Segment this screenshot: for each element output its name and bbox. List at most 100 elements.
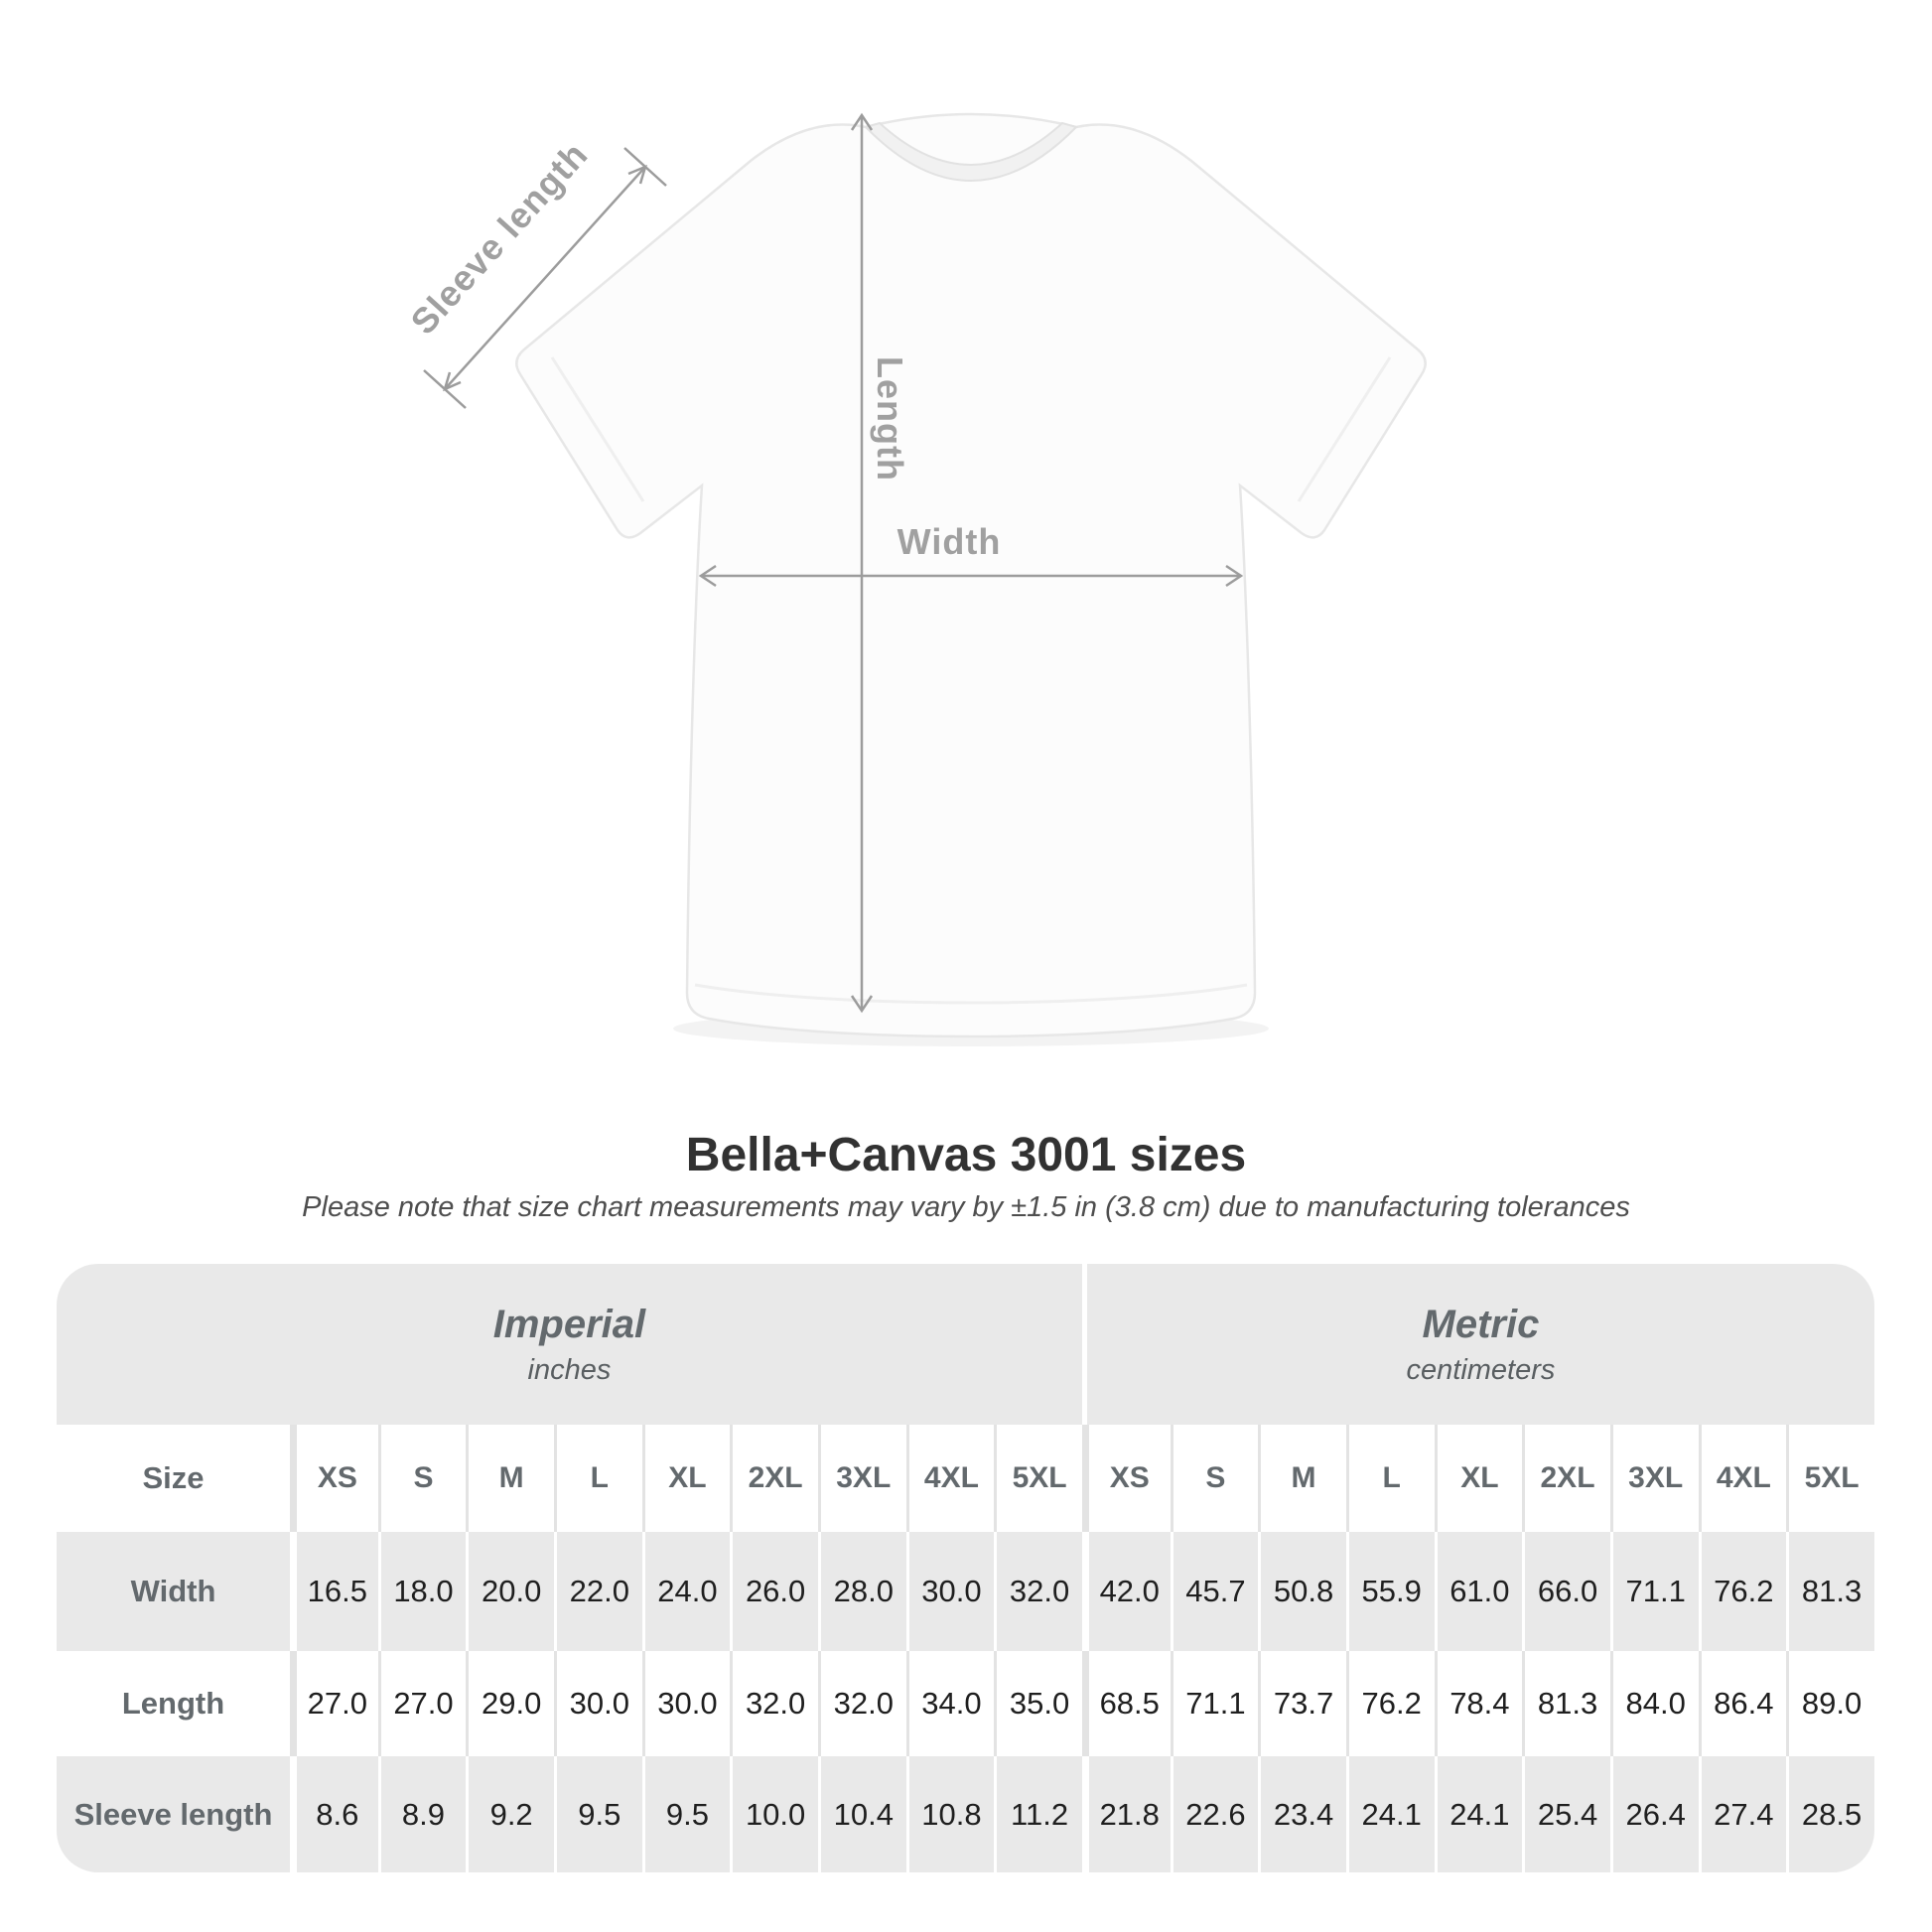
size-header-metric-xs: XS — [1081, 1425, 1171, 1532]
width-arrow — [698, 564, 1244, 588]
size-header-metric-l: L — [1345, 1425, 1435, 1532]
value-cell: 22.6 — [1170, 1756, 1259, 1872]
value-cell: 30.0 — [641, 1651, 731, 1756]
size-header-imperial-xl: XL — [641, 1425, 731, 1532]
value-cell: 45.7 — [1170, 1532, 1259, 1651]
length-arrow — [850, 112, 874, 1014]
size-column-header: Size — [57, 1425, 290, 1532]
value-cell: 81.3 — [1786, 1532, 1874, 1651]
unit-header-row: Imperial inches Metric centimeters — [57, 1264, 1874, 1425]
row-label: Length — [57, 1651, 290, 1756]
value-cell: 50.8 — [1258, 1532, 1346, 1651]
value-cell: 55.9 — [1345, 1532, 1435, 1651]
value-cell: 9.5 — [641, 1756, 731, 1872]
value-cell: 8.6 — [290, 1756, 378, 1872]
size-header-metric-3xl: 3XL — [1609, 1425, 1699, 1532]
value-cell: 76.2 — [1345, 1651, 1435, 1756]
size-header-row: Size XS S M L XL 2XL 3XL 4XL 5XL XS S M L XL 2XL 3XL 4XL 5… — [57, 1425, 1874, 1532]
value-cell: 28.5 — [1786, 1756, 1874, 1872]
sleeve-length-arrow — [423, 147, 667, 409]
imperial-group-header: Imperial inches — [57, 1264, 1082, 1425]
value-cell: 30.0 — [553, 1651, 642, 1756]
value-cell: 42.0 — [1081, 1532, 1171, 1651]
size-header-imperial-s: S — [377, 1425, 467, 1532]
size-header-metric-4xl: 4XL — [1698, 1425, 1787, 1532]
value-cell: 32.0 — [994, 1532, 1082, 1651]
value-cell: 10.0 — [730, 1756, 818, 1872]
width-label: Width — [897, 521, 1002, 562]
value-cell: 76.2 — [1698, 1532, 1787, 1651]
value-cell: 24.1 — [1434, 1756, 1523, 1872]
value-cell: 68.5 — [1081, 1651, 1171, 1756]
row-label: Sleeve length — [57, 1756, 290, 1872]
value-cell: 23.4 — [1258, 1756, 1346, 1872]
value-cell: 25.4 — [1522, 1756, 1610, 1872]
value-cell: 89.0 — [1786, 1651, 1874, 1756]
value-cell: 24.1 — [1345, 1756, 1435, 1872]
length-label: Length — [870, 356, 910, 482]
value-cell: 73.7 — [1258, 1651, 1346, 1756]
tshirt-measurement-diagram: Length Width Sleeve length — [402, 112, 1427, 1046]
sleeve-length-label: Sleeve length — [402, 134, 595, 343]
tshirt-collar — [864, 121, 1078, 182]
value-cell: 84.0 — [1609, 1651, 1699, 1756]
size-table-container: Imperial inches Metric centimeters Size XS S M L… — [57, 1264, 1874, 1872]
size-header-metric-5xl: 5XL — [1786, 1425, 1874, 1532]
size-header-imperial-xs: XS — [290, 1425, 378, 1532]
size-header-imperial-m: M — [466, 1425, 554, 1532]
value-cell: 78.4 — [1434, 1651, 1523, 1756]
size-header-metric-s: S — [1170, 1425, 1259, 1532]
size-header-metric-2xl: 2XL — [1522, 1425, 1610, 1532]
tshirt-graphic — [515, 112, 1427, 1046]
value-cell: 8.9 — [377, 1756, 467, 1872]
value-cell: 20.0 — [466, 1532, 554, 1651]
tolerance-note: Please note that size chart measurements… — [302, 1191, 1630, 1223]
metric-group-header: Metric centimeters — [1081, 1264, 1874, 1425]
size-header-imperial-l: L — [553, 1425, 642, 1532]
value-cell: 66.0 — [1522, 1532, 1610, 1651]
size-header-imperial-3xl: 3XL — [817, 1425, 906, 1532]
value-cell: 24.0 — [641, 1532, 731, 1651]
value-cell: 35.0 — [994, 1651, 1082, 1756]
value-cell: 9.2 — [466, 1756, 554, 1872]
value-cell: 16.5 — [290, 1532, 378, 1651]
value-cell: 27.0 — [377, 1651, 467, 1756]
value-cell: 29.0 — [466, 1651, 554, 1756]
size-header-metric-xl: XL — [1434, 1425, 1523, 1532]
row-label: Width — [57, 1532, 290, 1651]
value-cell: 86.4 — [1698, 1651, 1787, 1756]
size-header-metric-m: M — [1258, 1425, 1346, 1532]
value-cell: 26.4 — [1609, 1756, 1699, 1872]
size-header-imperial-5xl: 5XL — [994, 1425, 1082, 1532]
value-cell: 18.0 — [377, 1532, 467, 1651]
table-row: Width 16.5 18.0 20.0 22.0 24.0 26.0 28.0 30.0 32.… — [57, 1532, 1874, 1651]
value-cell: 28.0 — [817, 1532, 906, 1651]
value-cell: 71.1 — [1609, 1532, 1699, 1651]
page-title: Bella+Canvas 3001 sizes — [685, 1129, 1247, 1181]
hem-seam — [694, 983, 1248, 1005]
size-header-imperial-4xl: 4XL — [905, 1425, 995, 1532]
value-cell: 26.0 — [730, 1532, 818, 1651]
value-cell: 32.0 — [817, 1651, 906, 1756]
value-cell: 71.1 — [1170, 1651, 1259, 1756]
imperial-label: Imperial — [492, 1302, 646, 1346]
left-cuff-seam — [550, 356, 645, 502]
value-cell: 10.4 — [817, 1756, 906, 1872]
metric-unit-label: centimeters — [1406, 1353, 1556, 1386]
value-cell: 9.5 — [553, 1756, 642, 1872]
table-row: Sleeve length 8.6 8.9 9.2 9.5 9.5 10.0 10.4 10.8… — [57, 1756, 1874, 1872]
size-header-imperial-2xl: 2XL — [730, 1425, 818, 1532]
value-cell: 30.0 — [905, 1532, 995, 1651]
value-cell: 81.3 — [1522, 1651, 1610, 1756]
size-table: Imperial inches Metric centimeters Size XS S M L… — [57, 1264, 1874, 1872]
value-cell: 27.4 — [1698, 1756, 1787, 1872]
right-cuff-seam — [1297, 356, 1392, 502]
value-cell: 21.8 — [1081, 1756, 1171, 1872]
table-row: Length 27.0 27.0 29.0 30.0 30.0 32.0 32.0 34.0 35… — [57, 1651, 1874, 1756]
value-cell: 32.0 — [730, 1651, 818, 1756]
imperial-unit-label: inches — [527, 1353, 612, 1386]
value-cell: 27.0 — [290, 1651, 378, 1756]
value-cell: 11.2 — [994, 1756, 1082, 1872]
value-cell: 10.8 — [905, 1756, 995, 1872]
